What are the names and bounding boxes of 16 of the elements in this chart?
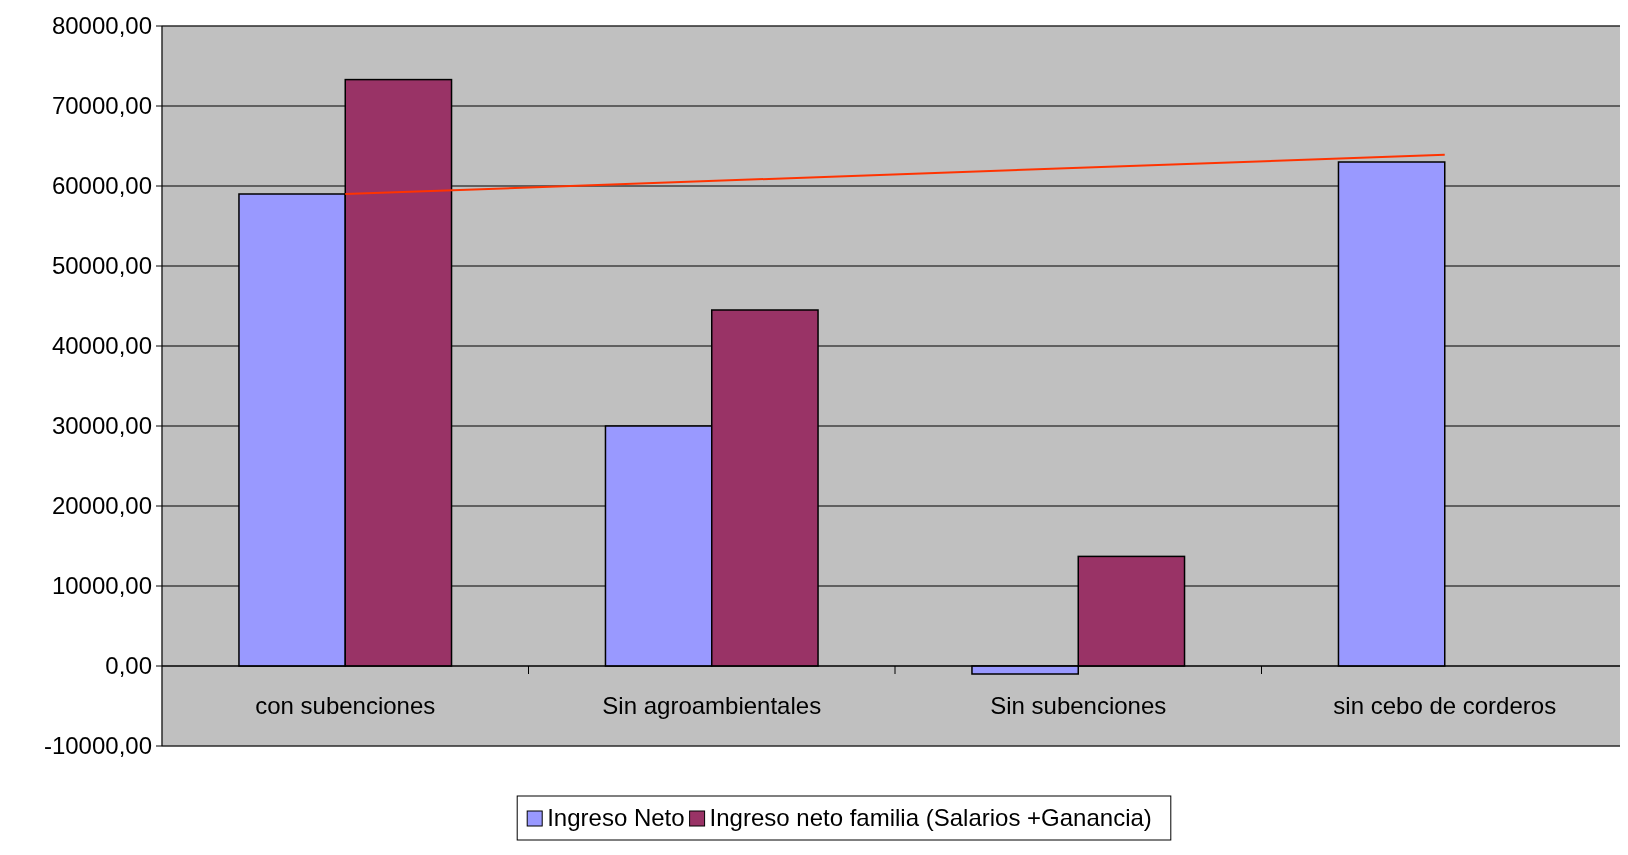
y-tick-label: 60000,00 — [51, 172, 152, 200]
legend-label: Ingreso neto familia (Salarios +Ganancia) — [709, 804, 1152, 832]
x-tick-label: Sin agroambientales — [602, 692, 822, 719]
y-tick-label: -10000,00 — [43, 732, 152, 760]
legend-label: Ingreso Neto — [547, 804, 685, 832]
y-tick-label: 80000,00 — [51, 12, 152, 40]
x-tick-label: Sin subenciones — [990, 692, 1167, 719]
y-tick-label: 50000,00 — [51, 252, 152, 280]
y-tick-label: 30000,00 — [51, 412, 152, 440]
x-tick-label: sin cebo de corderos — [1333, 692, 1557, 719]
y-tick-label: 20000,00 — [51, 492, 152, 520]
y-tick-label: 10000,00 — [51, 572, 152, 600]
y-tick-label: 0,00 — [105, 652, 152, 680]
x-tick-label: con subenciones — [255, 692, 436, 719]
y-tick-label: 40000,00 — [51, 332, 152, 360]
y-tick-label: 70000,00 — [51, 92, 152, 120]
